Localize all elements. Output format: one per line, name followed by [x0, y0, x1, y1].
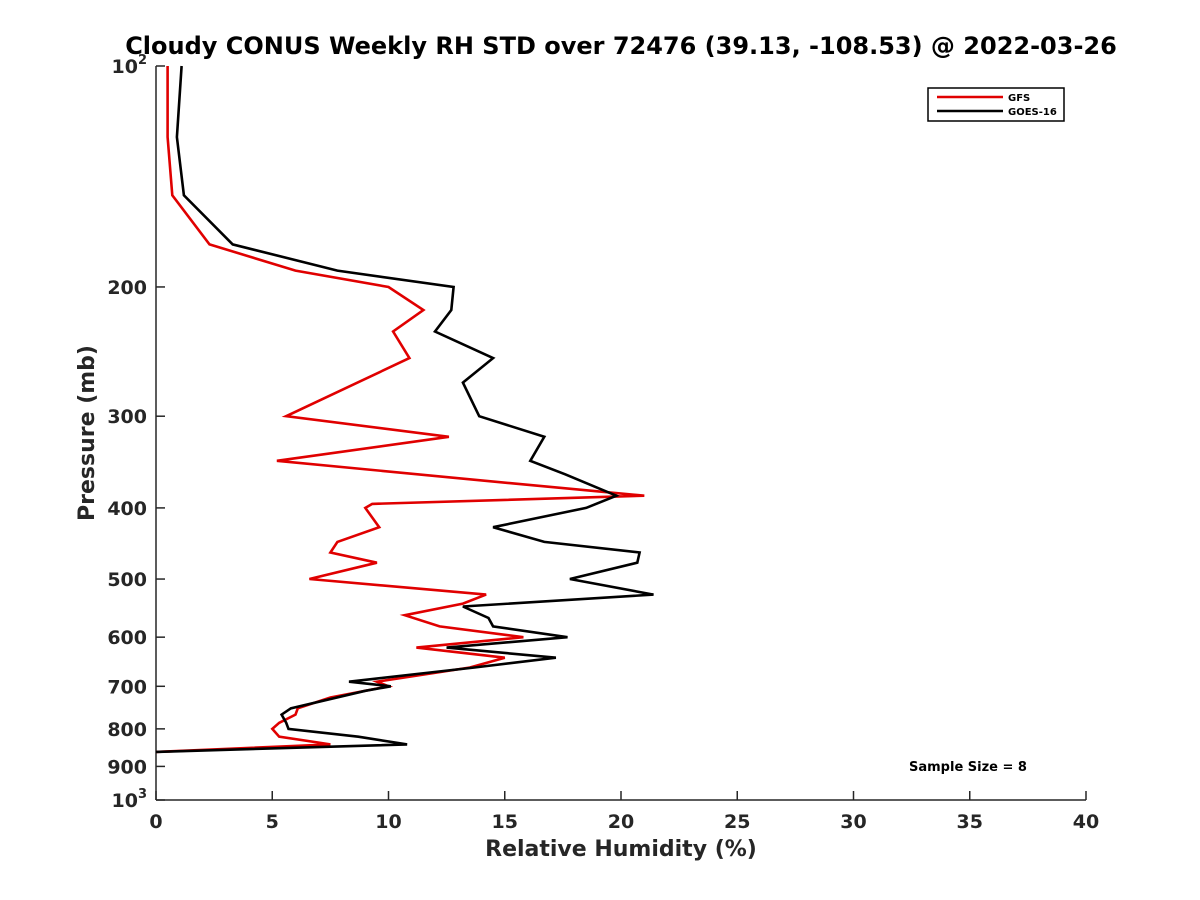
y-tick-label: 300: [107, 406, 147, 428]
y-tick-label: 600: [107, 627, 147, 649]
x-tick-label: 35: [957, 811, 983, 833]
x-tick-label: 40: [1073, 811, 1099, 833]
x-axis-label: Relative Humidity (%): [485, 837, 757, 862]
series-lines: [155, 65, 654, 754]
y-tick-label: 200: [107, 277, 147, 299]
y-tick-label: 900: [107, 756, 147, 778]
y-tick-label: 102: [112, 53, 148, 78]
y-tick-label: 500: [107, 569, 147, 591]
legend-label-goes-16: GOES-16: [1008, 107, 1057, 118]
x-tick-label: 25: [724, 811, 750, 833]
series-line-goes-16: [155, 65, 654, 754]
series-line-gfs: [155, 66, 645, 754]
x-tick-label: 5: [266, 811, 279, 833]
legend: GFS GOES-16: [927, 87, 1065, 122]
y-tick-label: 800: [107, 719, 147, 741]
x-tick-label: 15: [492, 811, 518, 833]
y-ticks: 102 200 300 400 500 600 700 800 900 103: [107, 53, 165, 812]
y-tick-label: 700: [107, 676, 147, 698]
chart-title: Cloudy CONUS Weekly RH STD over 72476 (3…: [125, 32, 1117, 60]
x-tick-label: 20: [608, 811, 634, 833]
x-tick-label: 30: [840, 811, 866, 833]
x-tick-label: 0: [149, 811, 162, 833]
plot-area: [155, 66, 1086, 801]
legend-label-gfs: GFS: [1008, 93, 1030, 104]
x-ticks: 0 5 10 15 20 25 30 35 40: [149, 791, 1099, 833]
sample-size-annotation: Sample Size = 8: [909, 760, 1027, 775]
y-tick-label: 103: [112, 787, 148, 812]
legend-box: [927, 87, 1065, 122]
y-tick-label: 400: [107, 498, 147, 520]
x-tick-label: 10: [375, 811, 401, 833]
y-axis-label: Pressure (mb): [75, 345, 100, 521]
